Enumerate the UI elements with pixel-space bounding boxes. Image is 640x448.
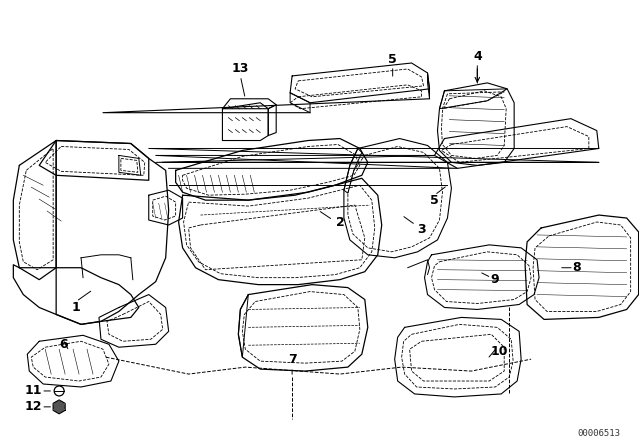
Text: 10: 10 — [490, 345, 508, 358]
Text: 1: 1 — [72, 301, 81, 314]
Circle shape — [54, 401, 65, 412]
Text: 11: 11 — [24, 384, 42, 397]
Text: 12: 12 — [24, 401, 42, 414]
Text: 9: 9 — [490, 273, 499, 286]
Text: 8: 8 — [573, 261, 581, 274]
Text: 3: 3 — [417, 224, 426, 237]
Text: 5: 5 — [430, 194, 439, 207]
Text: 5: 5 — [388, 52, 397, 65]
Text: 6: 6 — [59, 338, 67, 351]
Text: 2: 2 — [335, 215, 344, 228]
Text: 7: 7 — [288, 353, 296, 366]
Text: 13: 13 — [232, 62, 249, 75]
Text: 4: 4 — [473, 50, 482, 63]
Text: 00006513: 00006513 — [577, 429, 620, 438]
